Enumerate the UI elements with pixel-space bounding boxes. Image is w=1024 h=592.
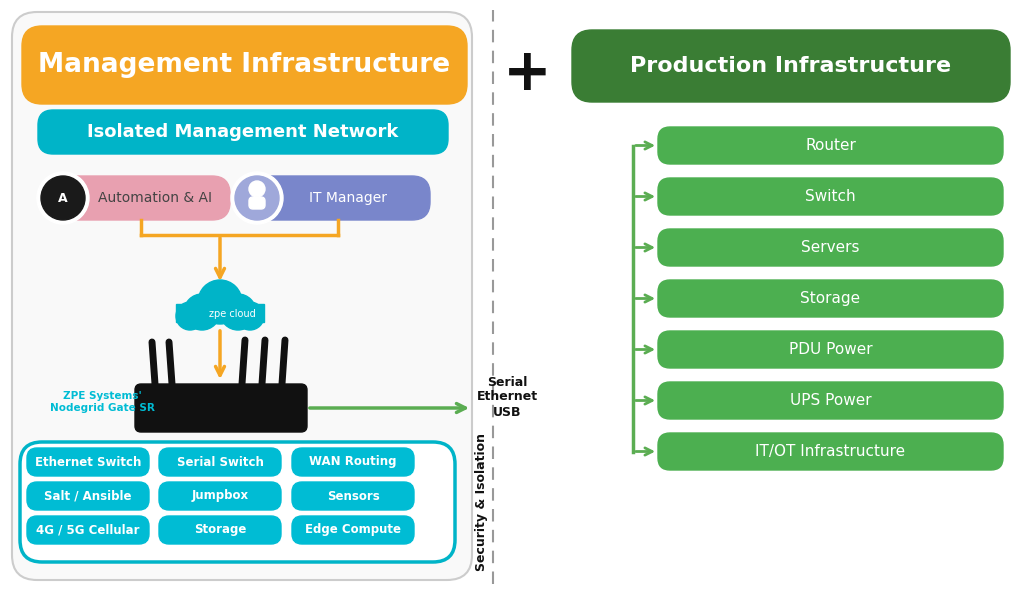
Text: Jumpbox: Jumpbox [191,490,249,503]
FancyBboxPatch shape [658,178,1002,215]
FancyBboxPatch shape [159,482,281,510]
FancyBboxPatch shape [27,482,150,510]
Text: A: A [58,191,68,204]
FancyBboxPatch shape [658,229,1002,266]
FancyBboxPatch shape [245,176,430,220]
Text: Security & Isolation: Security & Isolation [475,433,488,571]
Text: Serial
Ethernet
USB: Serial Ethernet USB [476,375,538,419]
Circle shape [236,302,264,330]
Circle shape [231,172,283,224]
Circle shape [37,172,89,224]
Circle shape [234,176,279,220]
Text: Automation & AI: Automation & AI [98,191,212,205]
Text: Ethernet Switch: Ethernet Switch [35,455,141,468]
Text: ZPE Systems'
Nodegrid Gate SR: ZPE Systems' Nodegrid Gate SR [49,391,155,413]
FancyBboxPatch shape [159,516,281,544]
FancyBboxPatch shape [135,384,307,432]
FancyBboxPatch shape [38,110,447,154]
FancyBboxPatch shape [22,26,467,104]
Text: 4G / 5G Cellular: 4G / 5G Cellular [36,523,139,536]
FancyBboxPatch shape [52,176,230,220]
FancyBboxPatch shape [12,12,472,580]
Text: Sensors: Sensors [327,490,379,503]
FancyBboxPatch shape [27,448,150,476]
Text: Servers: Servers [801,240,860,255]
FancyBboxPatch shape [159,448,281,476]
Text: Router: Router [805,138,856,153]
Circle shape [198,280,242,324]
FancyBboxPatch shape [292,482,414,510]
FancyBboxPatch shape [658,331,1002,368]
FancyBboxPatch shape [658,433,1002,470]
Text: IT/OT Infrastructure: IT/OT Infrastructure [756,444,905,459]
Text: PDU Power: PDU Power [788,342,872,357]
Text: WAN Routing: WAN Routing [309,455,396,468]
Text: zpe cloud: zpe cloud [209,309,255,319]
Text: Isolated Management Network: Isolated Management Network [87,123,398,141]
FancyBboxPatch shape [292,516,414,544]
Text: Storage: Storage [194,523,246,536]
FancyBboxPatch shape [658,127,1002,164]
FancyBboxPatch shape [658,280,1002,317]
FancyBboxPatch shape [20,442,455,562]
Text: Management Infrastructure: Management Infrastructure [38,52,451,78]
FancyBboxPatch shape [572,30,1010,102]
FancyBboxPatch shape [292,448,414,476]
FancyBboxPatch shape [176,304,264,322]
Text: UPS Power: UPS Power [790,393,871,408]
Circle shape [249,181,265,197]
Text: Serial Switch: Serial Switch [176,455,263,468]
Circle shape [176,302,204,330]
Text: Storage: Storage [801,291,860,306]
FancyBboxPatch shape [658,382,1002,419]
Text: Production Infrastructure: Production Infrastructure [631,56,951,76]
FancyBboxPatch shape [249,197,265,209]
Text: Salt / Ansible: Salt / Ansible [44,490,132,503]
Text: Switch: Switch [805,189,856,204]
Circle shape [220,294,256,330]
Text: IT Manager: IT Manager [309,191,387,205]
Text: Edge Compute: Edge Compute [305,523,401,536]
Circle shape [184,294,220,330]
FancyBboxPatch shape [27,516,150,544]
Text: +: + [503,46,551,102]
Circle shape [41,176,85,220]
